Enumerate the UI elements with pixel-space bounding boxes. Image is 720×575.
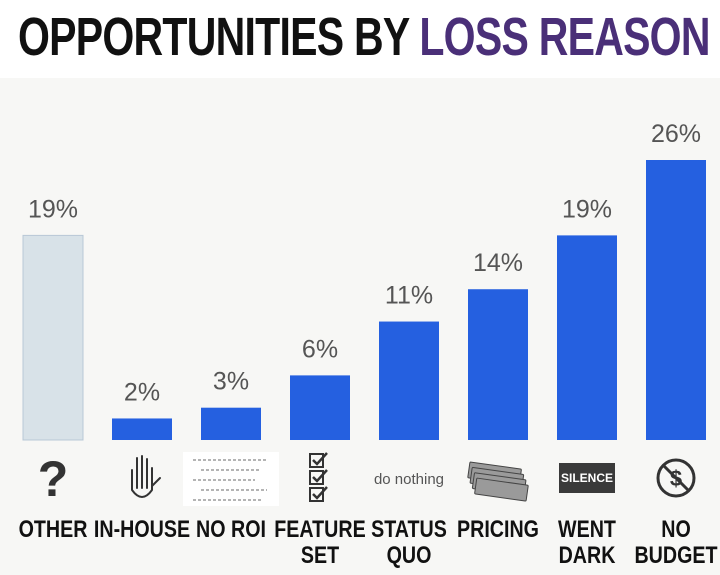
do-nothing-icon: do nothing: [374, 471, 444, 488]
value-label-pricing: 14%: [473, 249, 523, 277]
equations-icon: [183, 452, 279, 506]
bar-feature-set: [290, 375, 350, 440]
svg-text:SILENCE: SILENCE: [561, 471, 613, 485]
category-label-status-quo: STATUS QUO: [371, 515, 447, 568]
title-part-accent: LOSS REASON: [419, 7, 710, 67]
checklist-icon: [309, 452, 328, 502]
category-label-went-dark: WENT DARK: [558, 515, 616, 568]
category-label-pricing: PRICING: [457, 515, 539, 542]
bar-went-dark: [557, 235, 617, 440]
raised-hand-icon: [131, 455, 161, 498]
no-dollar-icon: $: [656, 458, 696, 498]
category-label-feature-set: FEATURE SET: [274, 515, 365, 568]
money-stack-icon: [467, 461, 529, 502]
value-label-other: 19%: [28, 195, 78, 223]
bar-no-budget: [646, 160, 706, 440]
category-label-other: OTHER: [19, 515, 88, 542]
title-part-main: OPPORTUNITIES BY: [18, 7, 409, 67]
value-label-went-dark: 19%: [562, 195, 612, 223]
value-label-no-budget: 26%: [651, 120, 701, 148]
svg-text:?: ?: [38, 451, 69, 507]
value-label-no roi: 3%: [213, 368, 249, 396]
question-mark-icon: ?: [38, 451, 69, 507]
svg-text:do nothing: do nothing: [374, 471, 444, 488]
bar-pricing: [468, 289, 528, 440]
bar-no roi: [201, 407, 261, 440]
category-label-no-budget: NO BUDGET: [634, 515, 718, 568]
silence-icon: SILENCE: [559, 463, 615, 493]
bar-in-house: [112, 418, 172, 440]
category-label-no roi: NO ROI: [196, 515, 266, 542]
value-label-status-quo: 11%: [385, 282, 433, 310]
bar-status-quo: [379, 321, 439, 440]
value-label-feature-set: 6%: [302, 335, 338, 363]
value-label-in-house: 2%: [124, 378, 160, 406]
category-label-in-house: IN-HOUSE: [94, 515, 190, 542]
bar-other: [22, 234, 84, 441]
page-title: OPPORTUNITIES BY LOSS REASON: [18, 2, 710, 72]
